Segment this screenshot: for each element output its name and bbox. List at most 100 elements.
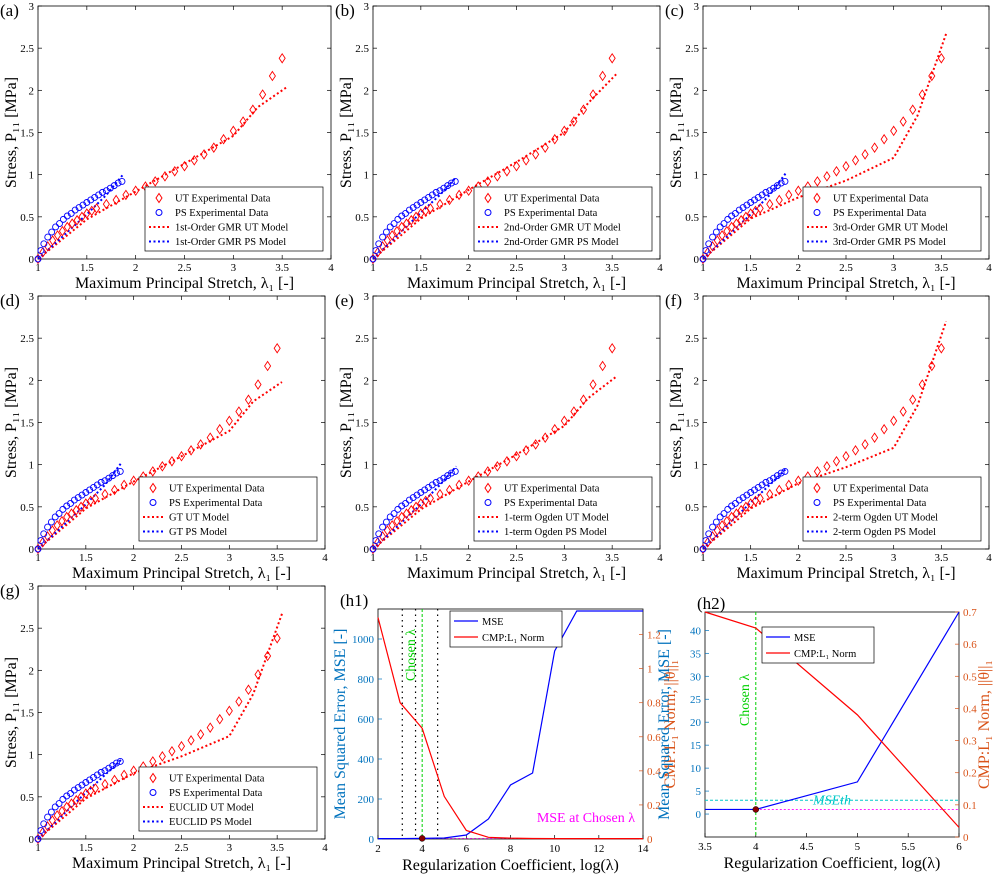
ut-data-point [34,833,42,845]
x-tick-label: 3.5 [605,262,619,274]
ut-data-point [493,461,501,472]
ut-data-point [842,450,850,462]
ut-data-point [388,520,396,531]
ut-data-point [216,713,224,725]
ps-data-point [40,240,48,248]
y-tick-label: 1.5 [355,128,369,140]
ps-data-point [731,210,739,217]
y-tick-label: 0 [694,254,700,266]
ps-data-point [777,469,785,477]
y-tick-label: 0.5 [20,212,34,224]
legend-entry: CMP:L₁ Norm [794,649,856,660]
x-tick-label: 3 [227,552,233,564]
ut-data-point [216,423,224,435]
y-tick-label: 0.5 [685,502,699,514]
ps-data-point [705,240,713,248]
ut-data-point [83,208,91,219]
y-right-tick-label: 0.2 [647,800,661,812]
legend-box [473,186,653,252]
y-right-tick-label: 0.3 [963,736,977,748]
ut-data-point [775,194,783,206]
y-right-tick-label: 0.4 [963,703,977,715]
ps-data-point [97,768,105,776]
ut-data-point [180,160,189,172]
ut-data-point [68,218,76,229]
ps-data-point [44,523,52,531]
ut-data-point [254,669,262,680]
x-tick-label: 3.5 [698,841,712,853]
x-tick-label: 3 [231,262,237,274]
y-tick-label: 1.5 [355,418,369,430]
y-tick-label: 200 [358,794,375,806]
ut-data-point [503,165,511,177]
legend-entry: 2nd-Order GMR PS Model [504,237,619,248]
y-tick-label: 600 [358,714,375,726]
ut-data-point [206,722,214,733]
y-tick-label: 2 [364,85,370,97]
legend-ut-marker [484,482,492,494]
ps-data-point [781,177,789,185]
y-tick-label: 3 [364,291,370,303]
ut-data-point [171,165,179,177]
ut-data-point [398,511,406,523]
x-tick-label: 6 [956,841,962,853]
ps-data-point [699,545,707,553]
legend-ut-marker [149,772,157,784]
y-tick-label: 2.5 [20,623,34,635]
ps-data-point [762,188,770,196]
ut-data-point [264,650,272,662]
legend-entry: CMP:L₁ Norm [482,633,544,644]
ut-data-point [589,379,597,390]
y-tick-label: 2 [694,375,700,387]
ut-data-point [369,543,377,555]
y-tick-label: 2.5 [20,43,34,55]
ut-data-point [249,104,257,116]
ut-data-point [737,504,745,516]
ut-data-point [465,185,473,197]
y-tick-label: 1.5 [20,128,34,140]
legend-box [802,186,982,252]
legend-entry: 3rd-Order GMR UT Model [833,223,948,234]
ut-data-point [608,52,616,64]
x-tick-label: 1.5 [414,552,428,564]
ut-data-point [44,241,52,252]
ut-data-point [77,501,85,513]
ut-data-point [541,432,549,443]
ut-data-point [158,461,166,472]
ut-data-point [374,246,382,258]
ps-data-point [48,228,56,236]
ut-data-point [718,230,726,241]
legend-entry: PS Experimental Data [169,498,263,509]
ps-data-point [114,179,122,187]
ut-data-point [132,185,140,197]
y-tick-label: 0 [694,544,700,556]
y-tick-label: 3 [694,1,700,13]
ps-data-point [394,505,402,513]
chosen-point [418,835,426,842]
ps-data-point [375,530,383,538]
ps-data-point [716,223,724,231]
y-tick-label: 0 [29,254,35,266]
y-tick-label: 35 [690,648,702,660]
ut-data-point [53,230,62,241]
ut-data-point [937,52,945,64]
legend-entry: UT Experimental Data [504,194,600,205]
x-tick-label: 1.5 [79,842,93,854]
x-tick-label: 1 [370,262,376,274]
y-tick-label: 1 [29,170,35,182]
ut-data-point [78,211,86,223]
y-tick-label: 2.5 [20,333,34,345]
ps-data-point [55,800,63,808]
legend-entry: GT PS Model [169,527,227,538]
y-tick-label: 2 [29,85,35,97]
ut-data-point [899,406,907,417]
y-tick-label: 400 [358,754,375,766]
ps-model-line [37,174,124,260]
ut-data-point [937,342,945,354]
ps-data-point [37,537,45,545]
ut-data-point [608,342,616,354]
x-tick-label: 1 [700,262,706,274]
ut-data-point [775,484,783,496]
ps-data-point [112,469,120,477]
